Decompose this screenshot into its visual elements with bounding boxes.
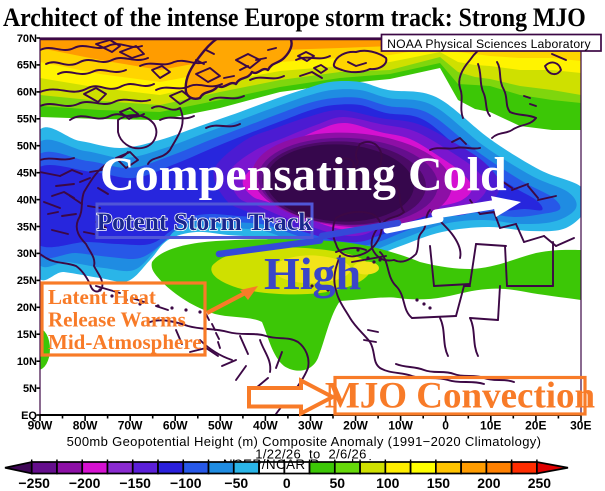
svg-text:50W: 50W <box>208 419 233 433</box>
svg-text:25N: 25N <box>17 275 37 287</box>
svg-text:45N: 45N <box>17 168 37 180</box>
svg-text:20E: 20E <box>525 419 546 433</box>
svg-text:100: 100 <box>376 475 400 491</box>
svg-text:1/22/26 to 2/6/26: 1/22/26 to 2/6/26 <box>255 447 366 462</box>
svg-text:35N: 35N <box>17 221 37 233</box>
svg-text:10W: 10W <box>388 419 413 433</box>
svg-text:90W: 90W <box>28 419 53 433</box>
svg-text:80W: 80W <box>73 419 98 433</box>
svg-text:−100: −100 <box>170 475 202 491</box>
svg-text:−200: −200 <box>69 475 101 491</box>
svg-text:−150: −150 <box>119 475 151 491</box>
svg-text:70N: 70N <box>17 33 37 45</box>
svg-text:0: 0 <box>442 419 449 433</box>
svg-text:−250: −250 <box>18 475 50 491</box>
svg-text:40W: 40W <box>253 419 278 433</box>
svg-text:20N: 20N <box>17 302 37 314</box>
svg-text:Latent Heat: Latent Heat <box>48 285 156 309</box>
svg-text:High: High <box>264 248 361 299</box>
svg-text:20W: 20W <box>343 419 368 433</box>
svg-text:EQ: EQ <box>21 410 37 422</box>
svg-text:15N: 15N <box>17 329 37 341</box>
svg-text:30E: 30E <box>570 419 591 433</box>
svg-text:55N: 55N <box>17 114 37 126</box>
svg-text:150: 150 <box>427 475 451 491</box>
svg-text:50: 50 <box>330 475 346 491</box>
svg-text:Compensating Cold: Compensating Cold <box>100 148 507 201</box>
svg-text:5N: 5N <box>23 383 37 395</box>
svg-text:50N: 50N <box>17 141 37 153</box>
svg-text:MJO Convection: MJO Convection <box>325 376 596 417</box>
svg-text:70W: 70W <box>118 419 143 433</box>
svg-text:Potent Storm Track: Potent Storm Track <box>97 207 314 236</box>
svg-text:NOAA Physical Sciences Laborat: NOAA Physical Sciences Laboratory <box>387 37 591 51</box>
svg-text:Mid-Atmosphere: Mid-Atmosphere <box>48 330 202 354</box>
svg-text:500mb Geopotential Height (m): 500mb Geopotential Height (m) Composite … <box>67 434 542 449</box>
svg-text:250: 250 <box>528 475 552 491</box>
svg-text:0: 0 <box>283 475 291 491</box>
svg-text:200: 200 <box>477 475 501 491</box>
svg-text:30N: 30N <box>17 248 37 260</box>
svg-text:60N: 60N <box>17 87 37 99</box>
svg-text:10E: 10E <box>480 419 501 433</box>
svg-text:−50: −50 <box>224 475 248 491</box>
svg-text:Release Warms: Release Warms <box>48 307 186 331</box>
svg-text:65N: 65N <box>17 60 37 72</box>
svg-text:10N: 10N <box>17 356 37 368</box>
svg-text:40N: 40N <box>17 194 37 206</box>
svg-text:30W: 30W <box>298 419 323 433</box>
svg-text:60W: 60W <box>163 419 188 433</box>
